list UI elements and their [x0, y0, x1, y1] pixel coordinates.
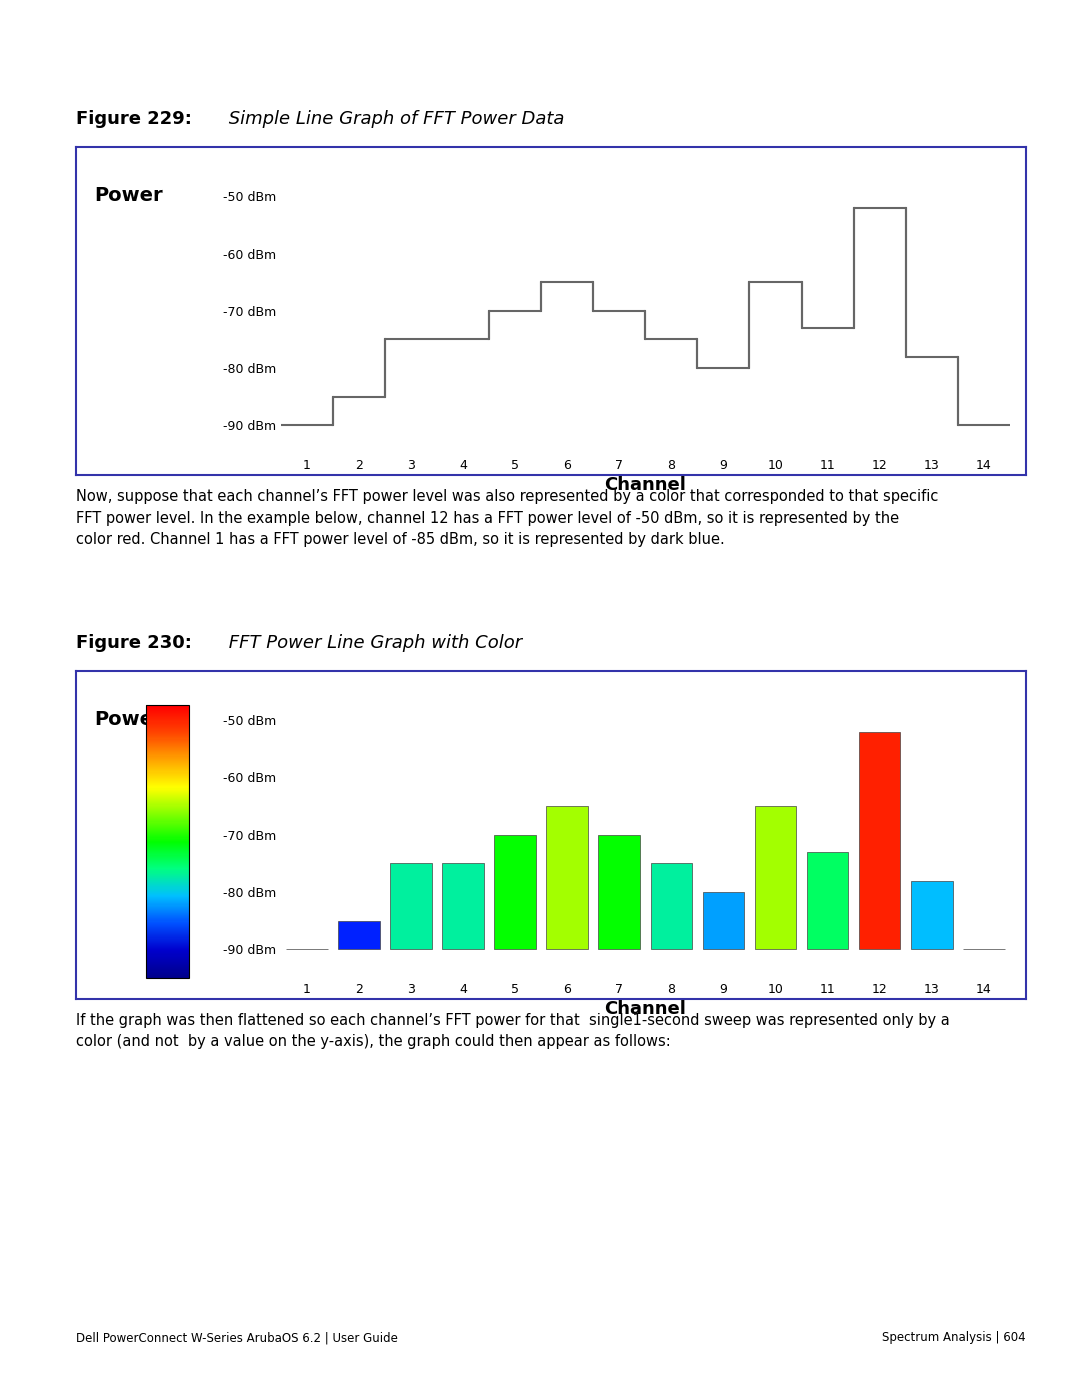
Bar: [338, 921, 380, 950]
X-axis label: Channel: Channel: [605, 1000, 686, 1018]
Bar: [442, 863, 484, 950]
Text: Power: Power: [95, 186, 163, 205]
Text: Figure 230:: Figure 230:: [76, 634, 191, 651]
Bar: [650, 863, 692, 950]
Text: Simple Line Graph of FFT Power Data: Simple Line Graph of FFT Power Data: [222, 110, 564, 127]
Text: Figure 229:: Figure 229:: [76, 110, 191, 127]
Text: FFT Power Line Graph with Color: FFT Power Line Graph with Color: [222, 634, 522, 651]
Text: Dell PowerConnect W-Series ArubaOS 6.2 | User Guide: Dell PowerConnect W-Series ArubaOS 6.2 |…: [76, 1331, 397, 1344]
Text: Spectrum Analysis | 604: Spectrum Analysis | 604: [882, 1331, 1026, 1344]
Text: Now, suppose that each channel’s FFT power level was also represented by a color: Now, suppose that each channel’s FFT pow…: [76, 489, 937, 548]
Text: Power: Power: [95, 710, 163, 729]
Text: If the graph was then flattened so each channel’s FFT power for that  single1-se: If the graph was then flattened so each …: [76, 1013, 949, 1049]
X-axis label: Channel: Channel: [605, 476, 686, 495]
Bar: [598, 835, 640, 950]
Bar: [910, 880, 953, 950]
Bar: [807, 852, 849, 950]
Bar: [859, 732, 901, 950]
Bar: [495, 835, 536, 950]
Bar: [703, 893, 744, 950]
Bar: [546, 806, 588, 950]
Bar: [390, 863, 432, 950]
Bar: [755, 806, 796, 950]
